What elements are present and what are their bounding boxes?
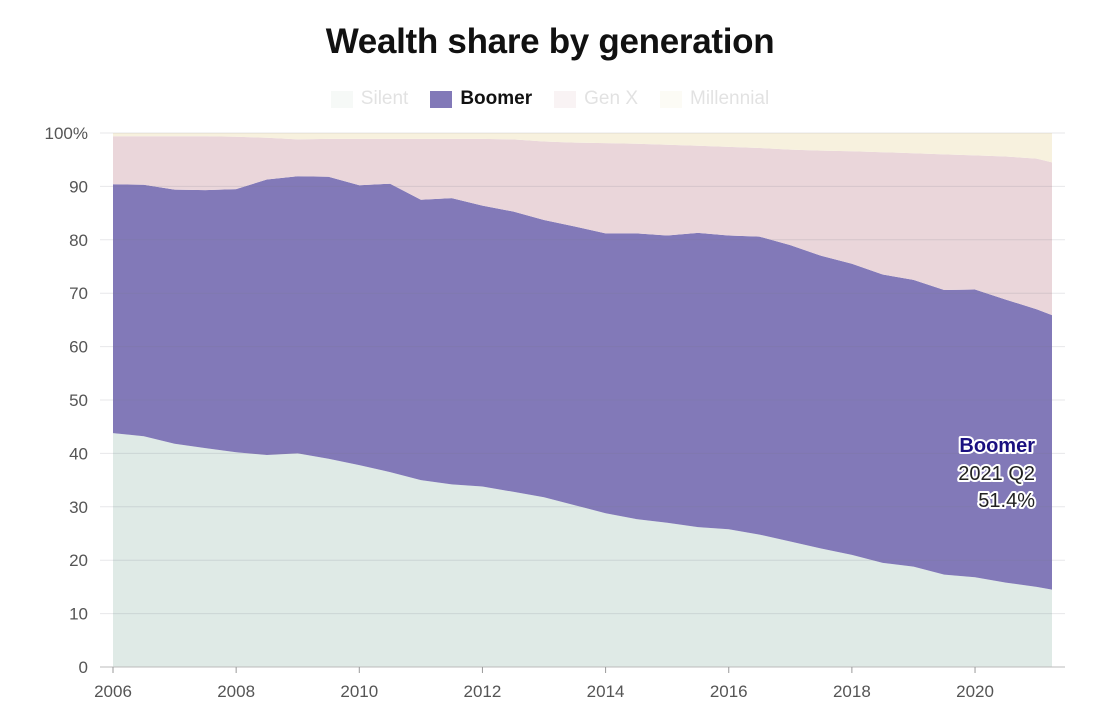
y-tick-label: 80 — [69, 231, 88, 250]
y-tick-label: 90 — [69, 177, 88, 196]
x-tick-label: 2016 — [710, 682, 748, 701]
y-tick-label: 60 — [69, 338, 88, 357]
y-tick-label: 100% — [45, 124, 88, 143]
legend-swatch — [430, 90, 453, 108]
legend-item-millennial[interactable]: Millennial — [660, 88, 769, 110]
legend-item-silent[interactable]: Silent — [330, 88, 409, 110]
y-tick-label: 50 — [69, 391, 88, 410]
chart-title: Wealth share by generation — [325, 22, 775, 61]
legend: Silent Boomer Gen X Millennial — [0, 88, 1100, 110]
y-tick-label: 20 — [69, 551, 88, 570]
legend-item-gen-x[interactable]: Gen X — [554, 88, 638, 110]
y-tick-label: 0 — [79, 658, 88, 677]
x-tick-label: 2018 — [833, 682, 871, 701]
annotation-period: 2021 Q2 — [958, 463, 1035, 485]
legend-label: Silent — [360, 88, 409, 109]
annotation-series: Boomer — [959, 435, 1035, 457]
x-tick-label: 2012 — [464, 682, 502, 701]
area-silent — [113, 433, 1052, 667]
area-gen-x — [113, 136, 1052, 316]
legend-label: Gen X — [584, 88, 638, 109]
legend-swatch — [660, 90, 682, 108]
legend-swatch — [554, 90, 577, 108]
x-tick-label: 2020 — [956, 682, 994, 701]
legend-label: Boomer — [460, 88, 533, 109]
y-tick-label: 10 — [69, 605, 88, 624]
x-tick-label: 2010 — [340, 682, 378, 701]
y-tick-label: 30 — [69, 498, 88, 517]
y-tick-label: 40 — [69, 444, 88, 463]
legend-item-boomer[interactable]: Boomer — [430, 88, 532, 110]
legend-swatch — [330, 90, 353, 108]
x-tick-label: 2008 — [217, 682, 255, 701]
x-tick-label: 2006 — [94, 682, 132, 701]
y-tick-label: 70 — [69, 284, 88, 303]
annotation-value: 51.4% — [978, 490, 1035, 512]
x-tick-label: 2014 — [587, 682, 625, 701]
area-boomer — [113, 176, 1052, 590]
legend-label: Millennial — [690, 88, 770, 109]
area-millennial — [113, 133, 1052, 163]
